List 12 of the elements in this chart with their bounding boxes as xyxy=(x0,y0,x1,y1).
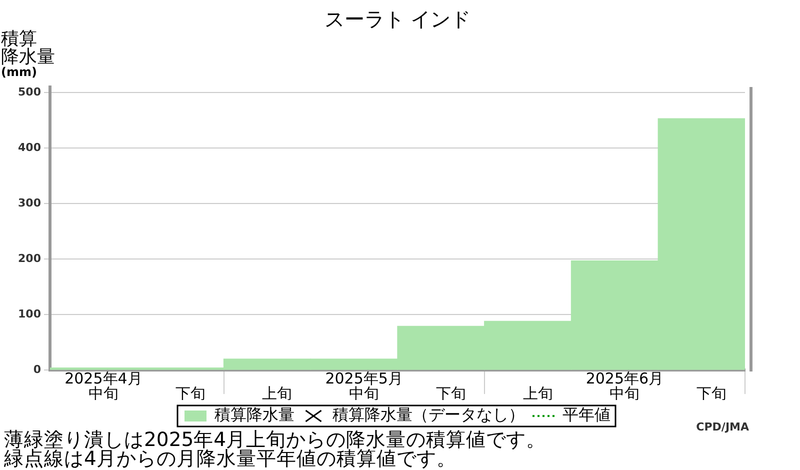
legend-label: 平年値 xyxy=(562,405,610,424)
text: CPD/JMA xyxy=(696,420,750,434)
chart-title: スーラト インド xyxy=(324,7,471,32)
y-axis-title: 積算降水量 (mm) xyxy=(1,28,55,80)
legend-label: 積算降水量（データなし） xyxy=(332,405,524,424)
y-tick-label: 100 xyxy=(18,307,42,320)
y-tick-label: 500 xyxy=(18,85,42,98)
y-tick-label: 400 xyxy=(18,140,42,154)
legend-label: 積算降水量 xyxy=(214,405,294,424)
y-tick-label: 200 xyxy=(18,252,42,265)
y-tick-label: 300 xyxy=(18,196,42,210)
y-tick-label: 0 xyxy=(33,362,42,376)
